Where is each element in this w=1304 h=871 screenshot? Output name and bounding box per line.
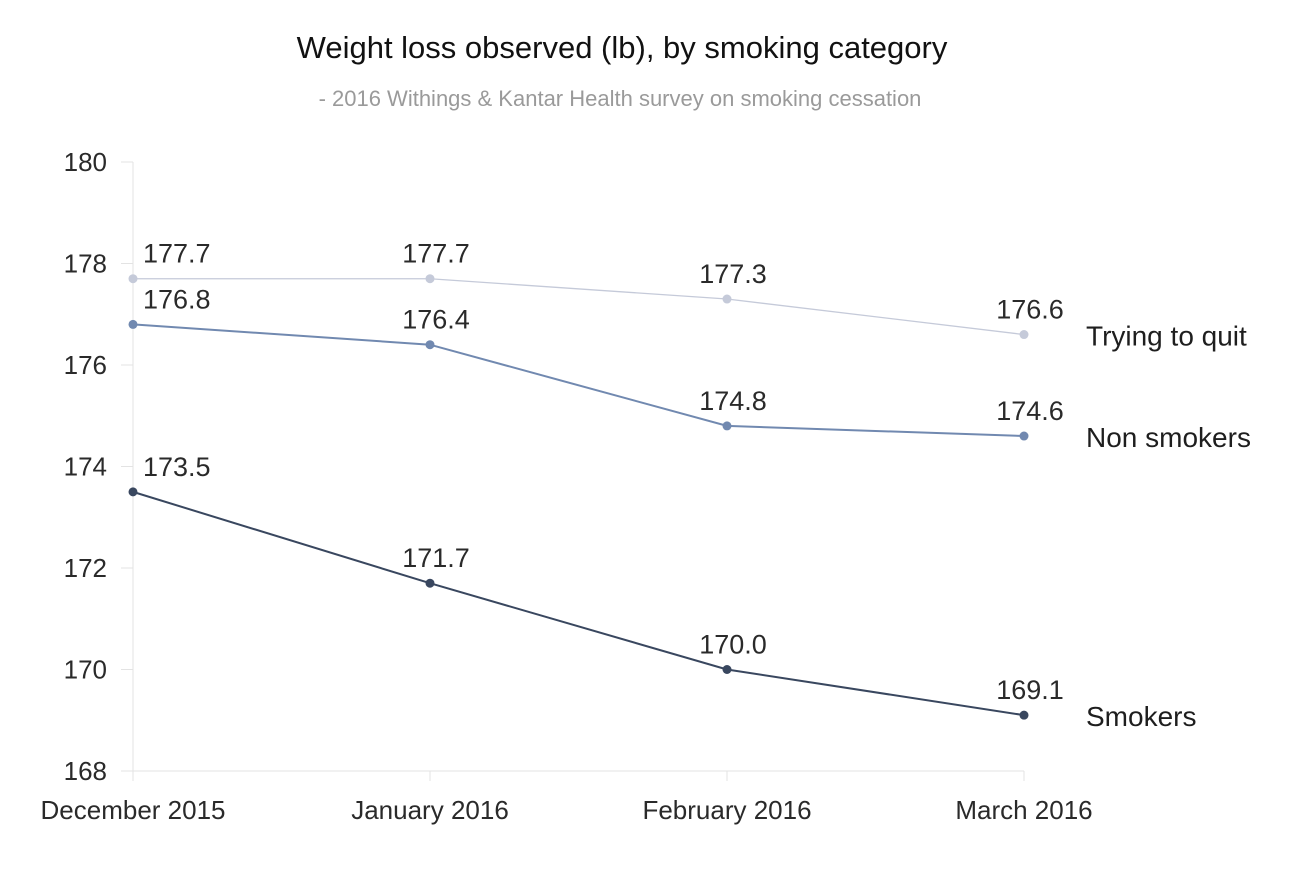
chart-title: Weight loss observed (lb), by smoking ca…: [297, 30, 948, 65]
data-label: 169.1: [996, 675, 1064, 705]
data-point: [425, 578, 435, 588]
series-name-label: Trying to quit: [1086, 321, 1247, 352]
data-point: [1019, 431, 1029, 441]
axes: 168 170 172 174 176 178 180 December 2015 Januar…: [41, 147, 1093, 825]
data-label: 176.6: [996, 295, 1064, 325]
series-name-label: Non smokers: [1086, 422, 1251, 453]
y-tick-label: 174: [64, 452, 107, 482]
data-point: [128, 319, 138, 329]
data-point: [128, 487, 138, 497]
series-smokers: [128, 487, 1029, 720]
data-label: 173.5: [143, 452, 211, 482]
data-label: 176.4: [402, 305, 470, 335]
data-point: [722, 421, 732, 431]
data-label: 177.3: [699, 259, 767, 289]
chart-subtitle: - 2016 Withings & Kantar Health survey o…: [319, 86, 922, 111]
series-group: [128, 274, 1029, 720]
data-point: [128, 274, 138, 284]
y-tick-label: 170: [64, 655, 107, 685]
series-non-smokers: [128, 319, 1029, 441]
y-tick-label: 168: [64, 756, 107, 786]
y-tick-label: 178: [64, 249, 107, 279]
series-trying-to-quit: [128, 274, 1029, 340]
data-point: [425, 340, 435, 350]
data-label: 170.0: [699, 630, 767, 660]
data-label: 177.7: [143, 239, 211, 269]
data-point: [425, 274, 435, 284]
x-tick-label: January 2016: [351, 795, 509, 825]
y-tick-label: 172: [64, 553, 107, 583]
x-tick-label: December 2015: [41, 795, 226, 825]
data-point: [722, 665, 732, 674]
series-line: [132, 490, 1025, 717]
data-label: 171.7: [402, 543, 470, 573]
y-tick-label: 176: [64, 350, 107, 380]
series-line: [133, 278, 1025, 336]
x-tick-label: February 2016: [642, 795, 811, 825]
data-labels-group: 177.7 177.7 177.3 176.6 Trying to quit 176.8 1…: [143, 239, 1251, 732]
series-name-label: Smokers: [1086, 701, 1196, 732]
data-point: [1019, 330, 1029, 340]
data-point: [722, 294, 732, 304]
data-label: 174.6: [996, 396, 1064, 426]
x-tick-label: March 2016: [955, 795, 1092, 825]
series-line: [132, 323, 1025, 438]
data-label: 174.8: [699, 386, 767, 416]
data-point: [1019, 710, 1029, 720]
y-tick-label: 180: [64, 147, 107, 177]
data-label: 177.7: [402, 239, 470, 269]
data-label: 176.8: [143, 284, 211, 314]
